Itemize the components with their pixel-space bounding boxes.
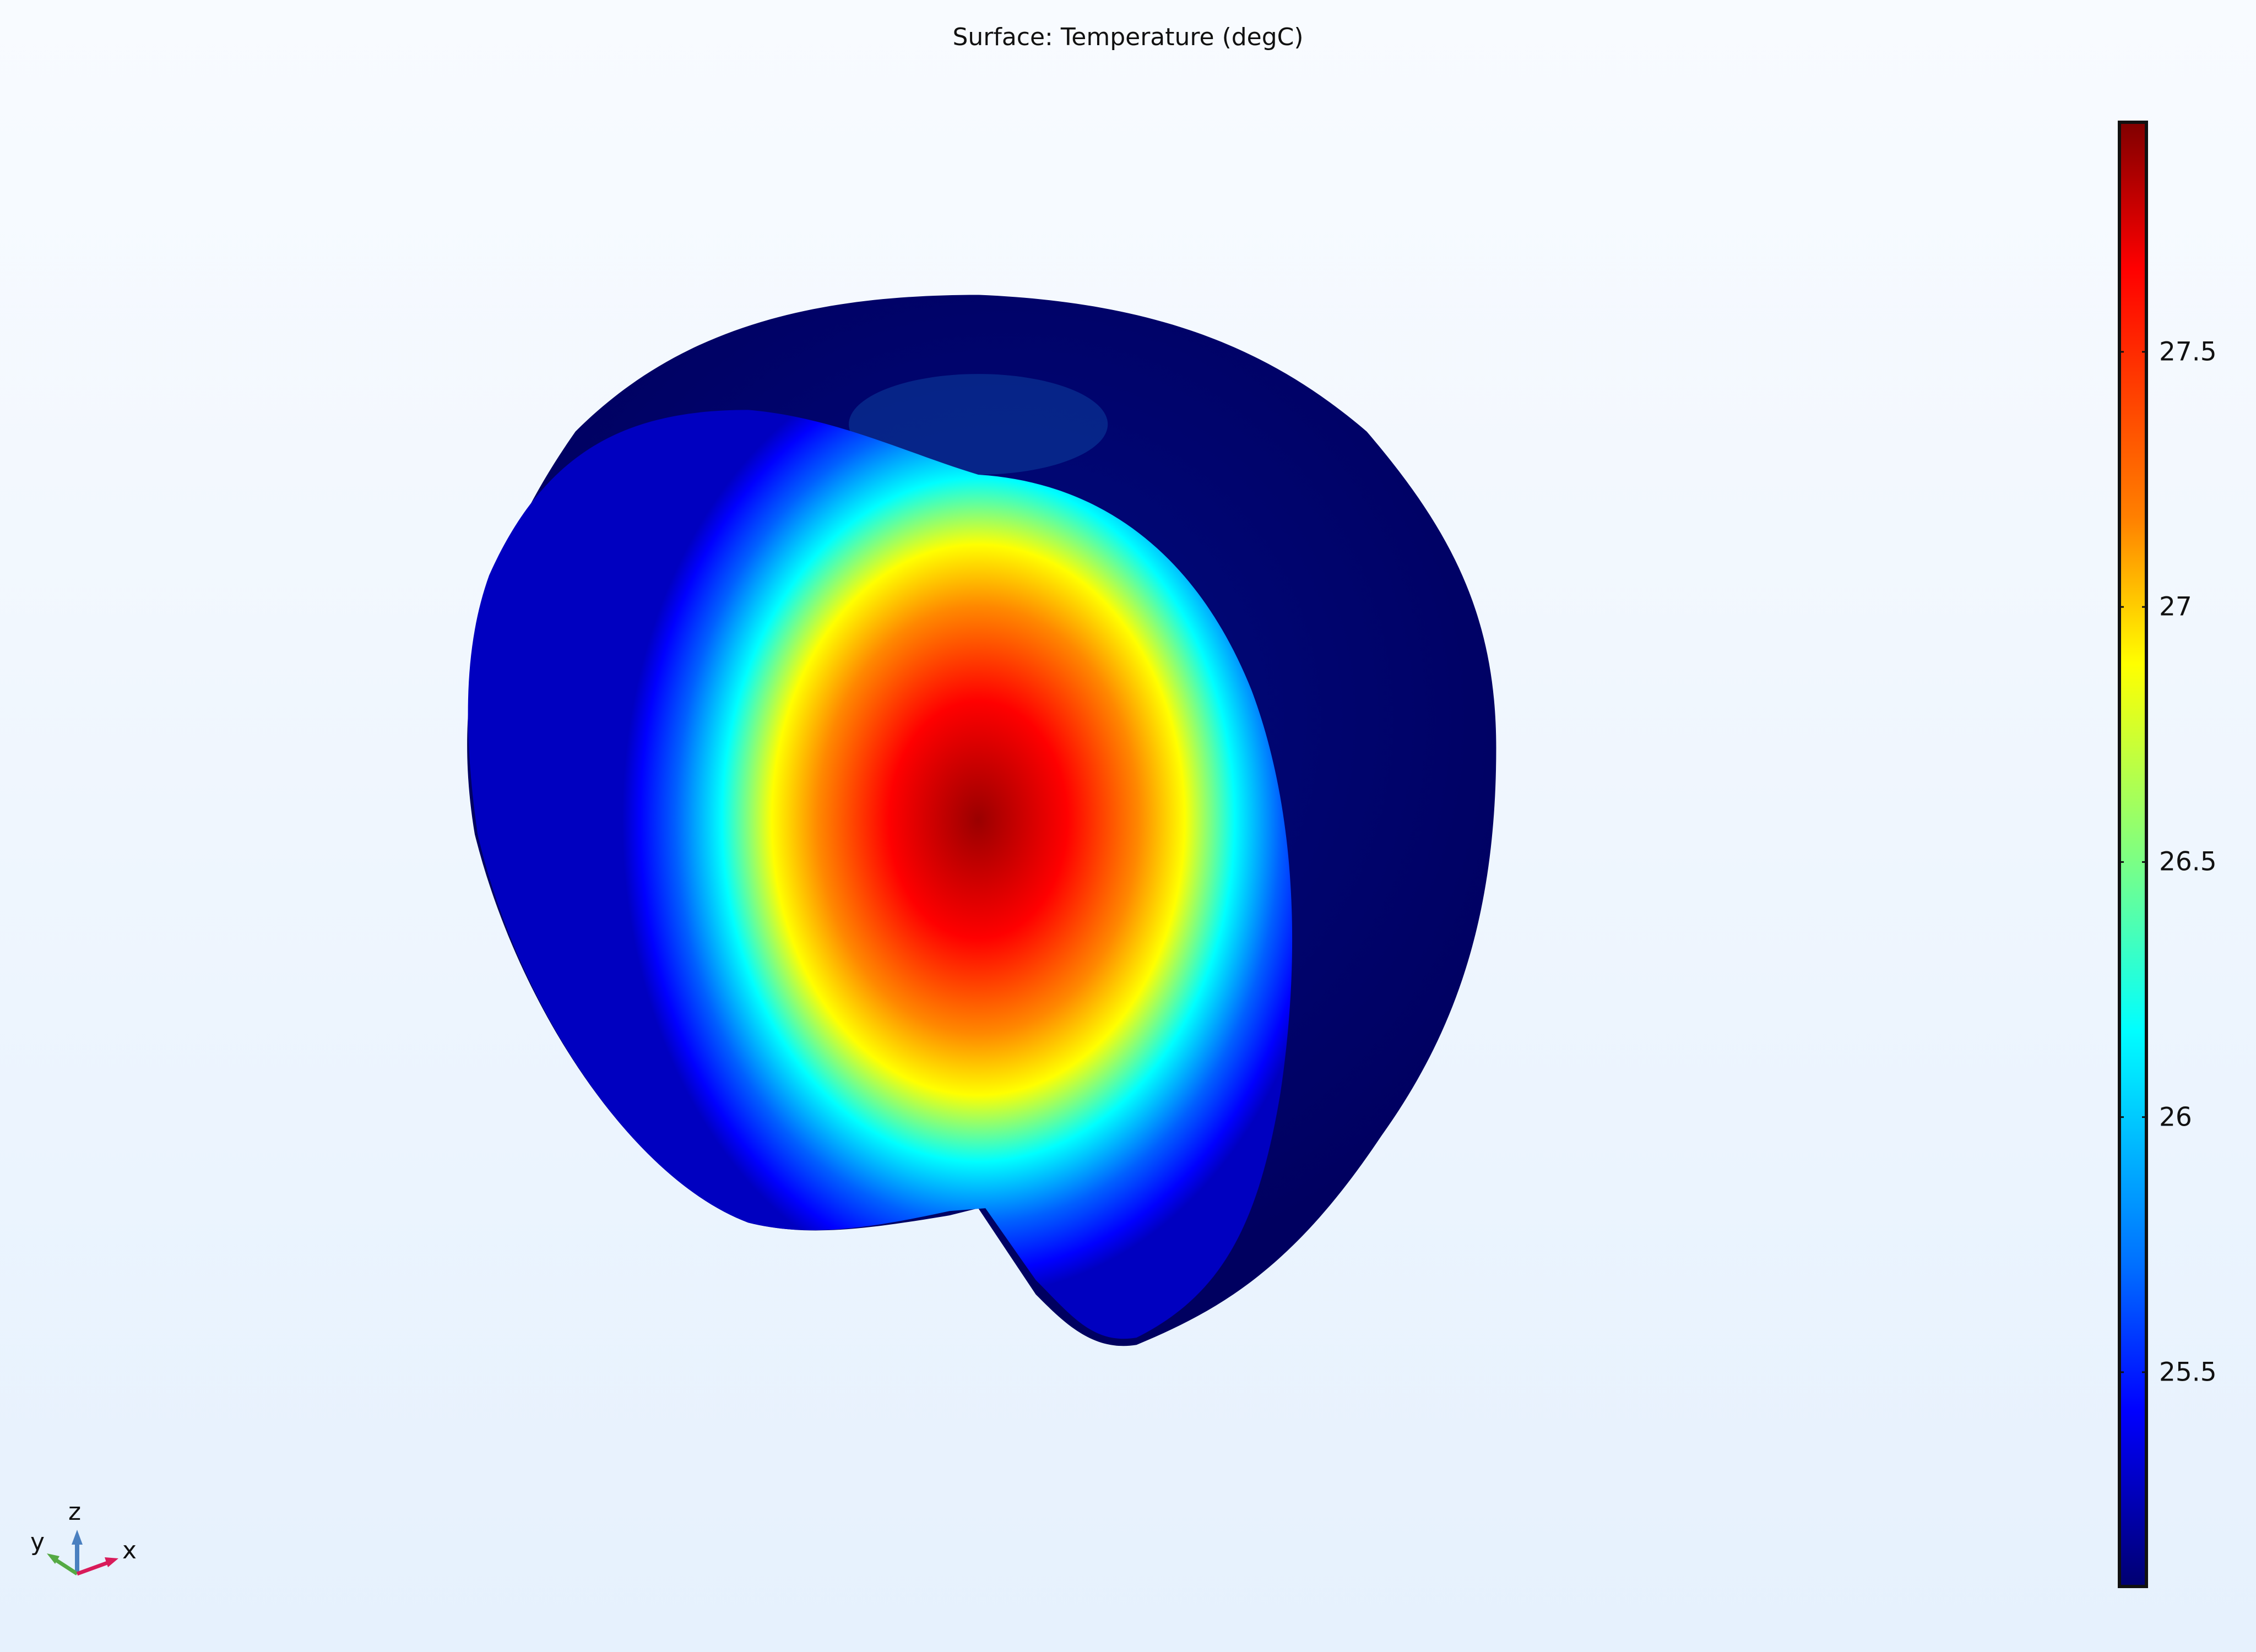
- temperature-surface: [467, 295, 1496, 1346]
- y-arrow-head: [47, 1553, 59, 1564]
- y-axis-arrow: [54, 1558, 78, 1575]
- x-arrow-head: [105, 1557, 118, 1567]
- axes-triad: [47, 1530, 118, 1576]
- colorbar-ticks: [2119, 351, 2146, 1373]
- x-axis-label: x: [122, 1536, 137, 1564]
- colorbar-tick-label: 27.5: [2159, 336, 2217, 367]
- z-arrow-head: [72, 1530, 83, 1545]
- z-axis-label: z: [68, 1498, 82, 1526]
- plot-title: Surface: Temperature (degC): [952, 23, 1304, 51]
- cut-highlight: [849, 374, 1108, 475]
- cut-face: [468, 410, 1293, 1339]
- colorbar-tick-label: 26.5: [2159, 846, 2217, 877]
- colorbar-tick-label: 25.5: [2159, 1357, 2217, 1388]
- colorbar-tick-label: 27: [2159, 591, 2192, 622]
- y-axis-label: y: [30, 1528, 45, 1556]
- colorbar-tick-label: 26: [2159, 1102, 2192, 1133]
- colorbar: [2118, 121, 2148, 1588]
- x-axis-arrow: [76, 1561, 109, 1576]
